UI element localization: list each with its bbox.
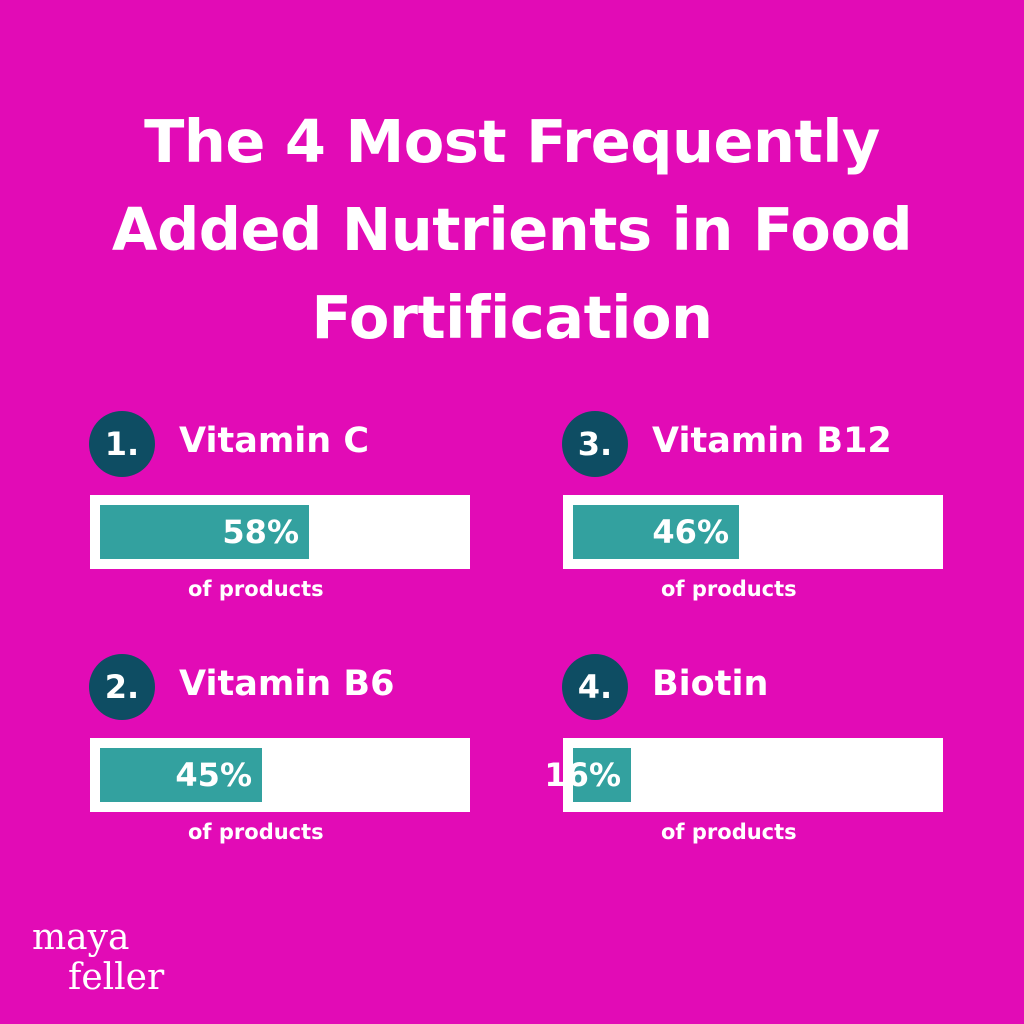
bar-track: 46% <box>563 495 943 569</box>
rank-badge: 1. <box>89 411 155 477</box>
logo-line-2: feller <box>68 957 165 998</box>
bar-value-label: 58% <box>222 513 299 551</box>
bar-fill: 45% <box>100 748 262 802</box>
bar-caption: of products <box>661 820 797 844</box>
bar-fill: 58% <box>100 505 309 559</box>
page-title: The 4 Most Frequently Added Nutrients in… <box>111 107 913 352</box>
rank-badge: 4. <box>562 654 628 720</box>
nutrient-item-1: 1. Vitamin C 58% of products <box>89 411 470 611</box>
bar-fill: 16% <box>544 748 631 802</box>
logo-line-1: maya <box>32 917 130 958</box>
nutrient-item-3: 3. Vitamin B12 46% of products <box>562 411 943 611</box>
rank-badge: 3. <box>562 411 628 477</box>
nutrient-name: Vitamin B6 <box>179 664 395 704</box>
nutrient-name: Vitamin B12 <box>652 421 892 461</box>
bar-fill: 46% <box>573 505 739 559</box>
bar-caption: of products <box>188 820 324 844</box>
bar-value-label: 46% <box>652 513 729 551</box>
nutrient-name: Vitamin C <box>179 421 370 461</box>
bar-value-label: 16% <box>544 756 621 794</box>
bar-caption: of products <box>188 577 324 601</box>
rank-badge: 2. <box>89 654 155 720</box>
nutrient-item-2: 2. Vitamin B6 45% of products <box>89 654 470 854</box>
bar-track: 16% <box>544 738 943 812</box>
nutrient-name: Biotin <box>652 664 769 704</box>
bar-track: 45% <box>90 738 470 812</box>
brand-logo: maya feller <box>32 918 164 998</box>
bar-caption: of products <box>661 577 797 601</box>
bar-track: 58% <box>90 495 470 569</box>
bar-value-label: 45% <box>175 756 252 794</box>
nutrient-item-4: 4. Biotin 16% of products <box>544 654 943 854</box>
